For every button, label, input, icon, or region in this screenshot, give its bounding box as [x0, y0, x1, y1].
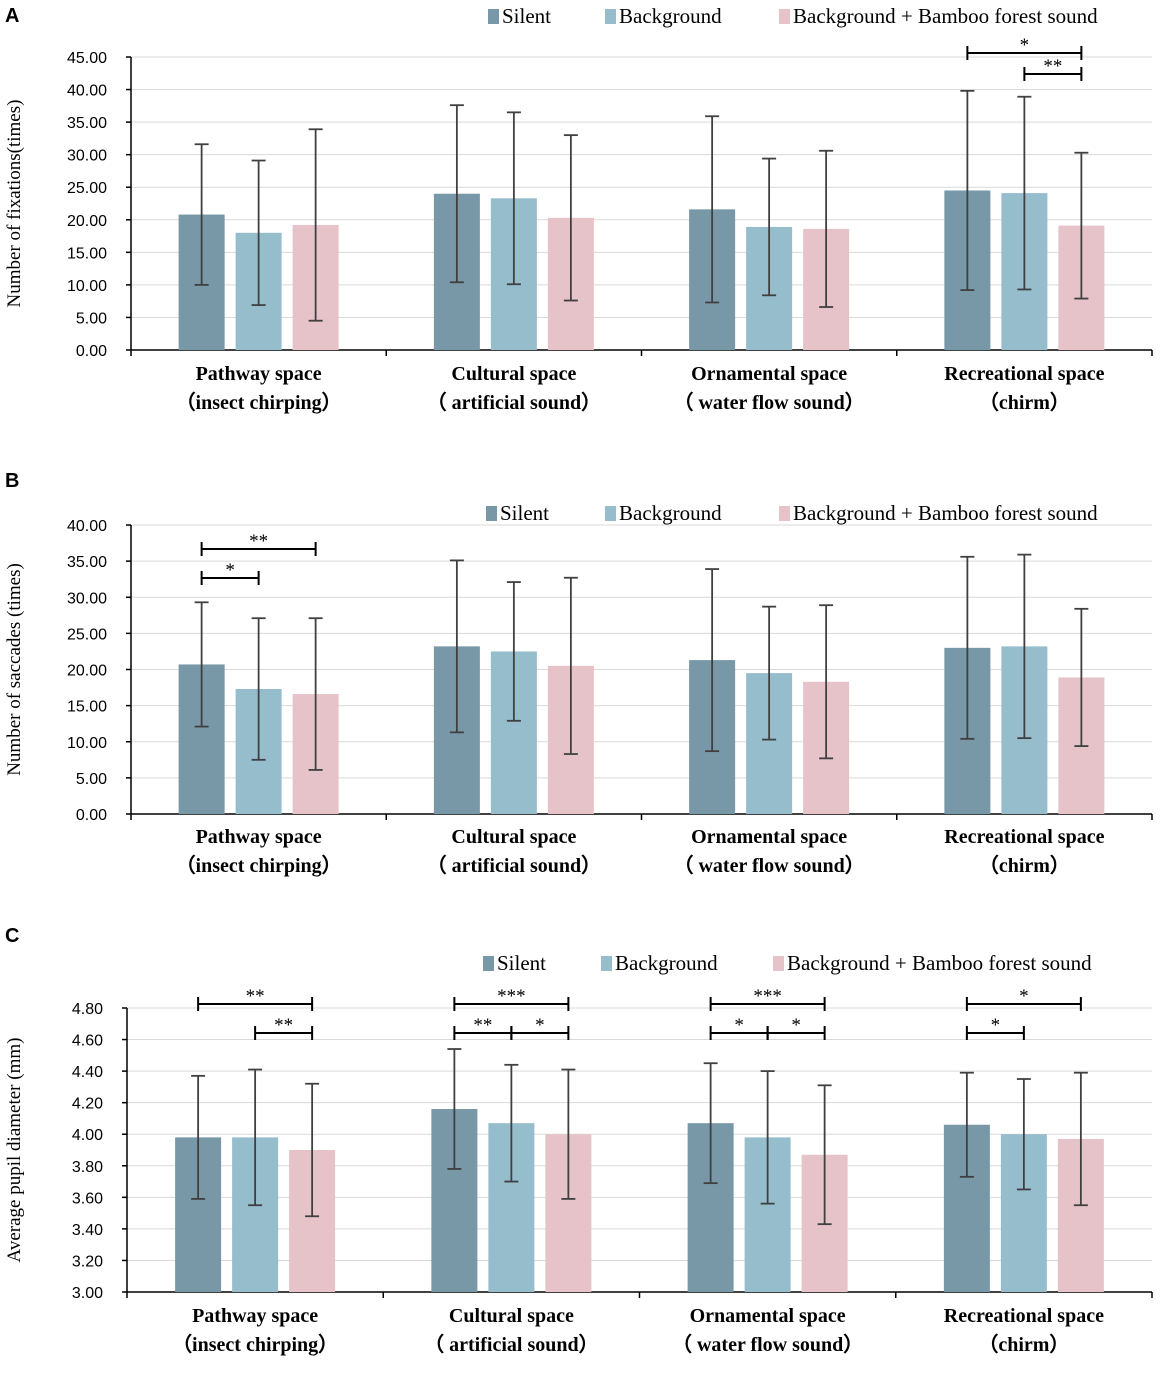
y-tick-label: 20.00: [67, 663, 107, 680]
category-label: Pathway space: [196, 826, 322, 848]
y-tick-label: 25.00: [67, 626, 107, 643]
y-axis-title: Number of fixations(times): [4, 100, 25, 308]
category-label: Ornamental space: [691, 826, 847, 848]
y-tick-label: 3.00: [72, 1285, 103, 1302]
chart-panel-A: A 0.00 5.00 10.00 15.00 20.00 25.00 30.00 35.00 4…: [4, 4, 1153, 414]
panel-letter: C: [5, 925, 19, 947]
y-tick-label: 3.20: [72, 1253, 103, 1270]
legend-swatch-bamboo: [779, 9, 790, 24]
y-tick-label: 25.00: [67, 180, 107, 197]
legend-swatch-background: [605, 9, 616, 24]
chart-panel-C: C 3.00 3.20 3.40 3.60 3.80 4.00 4.20 4.40 4.60 4.8…: [4, 925, 1153, 1356]
category-label: Pathway space: [192, 1305, 318, 1327]
y-tick-label: 4.00: [72, 1127, 103, 1144]
significance-label: *: [734, 1015, 744, 1036]
significance-label: ***: [497, 986, 526, 1007]
y-tick-label: 35.00: [67, 115, 107, 132]
chart-panel-B: B 0.00 5.00 10.00 15.00 20.00 25.00 30.00 35.00 4…: [4, 470, 1153, 877]
y-tick-label: 40.00: [67, 83, 107, 100]
legend-label-silent: Silent: [502, 4, 551, 28]
y-tick-label: 4.80: [72, 1001, 103, 1018]
significance-label: ***: [753, 986, 782, 1007]
legend-swatch-silent: [483, 956, 494, 971]
category-label: Recreational space: [944, 363, 1104, 385]
category-sublabel: （ water flow sound）: [673, 854, 864, 877]
legend-label-background: Background: [619, 501, 722, 525]
y-tick-label: 30.00: [67, 148, 107, 165]
significance-label: *: [535, 1015, 545, 1036]
y-tick-label: 5.00: [76, 310, 107, 327]
legend-label-background: Background: [619, 4, 722, 28]
significance-label: **: [246, 986, 265, 1007]
category-label: Cultural space: [449, 1305, 574, 1327]
y-tick-label: 4.40: [72, 1064, 103, 1081]
significance-label: **: [249, 531, 268, 552]
y-axis-title: Average pupil diameter (mm): [4, 1038, 25, 1263]
significance-label: *: [225, 560, 235, 581]
significance-label: **: [473, 1015, 492, 1036]
category-sublabel: （insect chirping）: [176, 854, 342, 877]
y-tick-label: 3.40: [72, 1222, 103, 1239]
y-tick-label: 0.00: [76, 807, 107, 824]
legend-swatch-background: [601, 956, 612, 971]
significance-label: **: [1043, 56, 1062, 77]
legend-label-silent: Silent: [500, 501, 549, 525]
category-label: Cultural space: [451, 363, 576, 385]
legend-swatch-background: [605, 506, 616, 521]
y-tick-label: 5.00: [76, 771, 107, 788]
legend-swatch-bamboo: [779, 506, 790, 521]
legend-swatch-silent: [486, 506, 497, 521]
category-sublabel: （ water flow sound）: [673, 391, 864, 414]
y-tick-label: 4.60: [72, 1033, 103, 1050]
legend-label-bamboo: Background + Bamboo forest sound: [793, 501, 1098, 525]
category-sublabel: （insect chirping）: [172, 1333, 338, 1356]
significance-label: **: [274, 1015, 293, 1036]
category-sublabel: （ artificial sound）: [427, 854, 601, 877]
legend-label-bamboo: Background + Bamboo forest sound: [793, 4, 1098, 28]
significance-label: *: [1019, 986, 1029, 1007]
y-tick-label: 15.00: [67, 245, 107, 262]
category-sublabel: （insect chirping）: [176, 391, 342, 414]
y-tick-label: 10.00: [67, 278, 107, 295]
category-sublabel: （chirm）: [979, 391, 1070, 414]
y-tick-label: 30.00: [67, 590, 107, 607]
category-sublabel: （ artificial sound）: [427, 391, 601, 414]
significance-label: *: [1020, 35, 1030, 56]
category-sublabel: （ water flow sound）: [672, 1333, 863, 1356]
y-tick-label: 4.20: [72, 1096, 103, 1113]
category-sublabel: （chirm）: [978, 1333, 1069, 1356]
category-label: Recreational space: [944, 826, 1104, 848]
y-tick-label: 3.60: [72, 1190, 103, 1207]
category-sublabel: （ artificial sound）: [424, 1333, 598, 1356]
legend-swatch-bamboo: [773, 956, 784, 971]
significance-label: *: [991, 1015, 1001, 1036]
category-sublabel: （chirm）: [979, 854, 1070, 877]
legend-label-background: Background: [615, 951, 718, 975]
y-tick-label: 20.00: [67, 213, 107, 230]
category-label: Ornamental space: [690, 1305, 846, 1327]
y-axis-title: Number of saccades (times): [4, 563, 25, 776]
y-tick-label: 15.00: [67, 699, 107, 716]
category-label: Recreational space: [944, 1305, 1104, 1327]
y-tick-label: 3.80: [72, 1159, 103, 1176]
legend-swatch-silent: [488, 9, 499, 24]
y-tick-label: 40.00: [67, 518, 107, 535]
category-label: Pathway space: [196, 363, 322, 385]
significance-label: *: [791, 1015, 801, 1036]
category-label: Cultural space: [451, 826, 576, 848]
panel-letter: A: [5, 5, 19, 27]
y-tick-label: 10.00: [67, 735, 107, 752]
category-label: Ornamental space: [691, 363, 847, 385]
y-tick-label: 45.00: [67, 50, 107, 67]
y-tick-label: 35.00: [67, 554, 107, 571]
y-tick-label: 0.00: [76, 343, 107, 360]
legend-label-silent: Silent: [497, 951, 546, 975]
legend-label-bamboo: Background + Bamboo forest sound: [787, 951, 1092, 975]
panel-letter: B: [5, 470, 19, 492]
